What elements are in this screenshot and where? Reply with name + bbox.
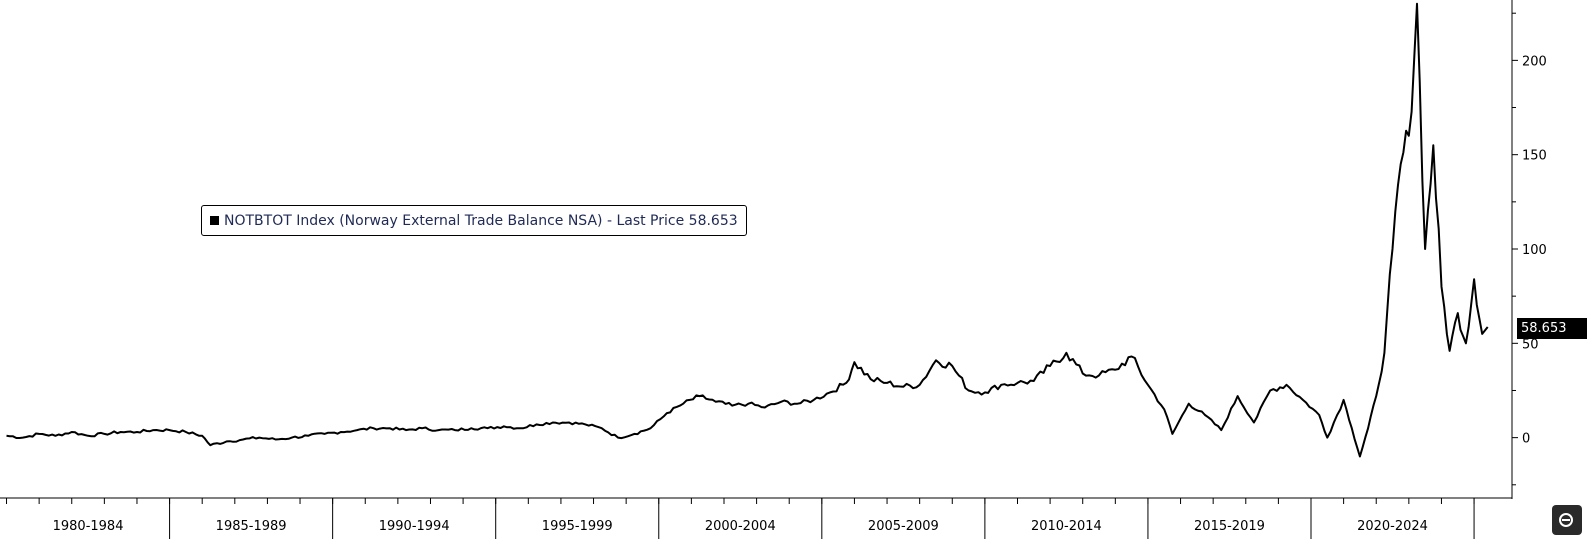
y-tick-label: 150: [1522, 149, 1547, 164]
y-tick-label: 0: [1522, 432, 1530, 447]
zoom-out-icon[interactable]: [1552, 505, 1582, 535]
x-tick-label: 1995-1999: [542, 519, 613, 534]
y-tick-label: 100: [1522, 243, 1547, 258]
legend-label: NOTBTOT Index (Norway External Trade Bal…: [224, 212, 738, 229]
chart-legend: NOTBTOT Index (Norway External Trade Bal…: [201, 205, 747, 236]
legend-swatch: [210, 216, 219, 225]
y-tick-label: 50: [1522, 337, 1539, 352]
x-tick-label: 1990-1994: [379, 519, 450, 534]
y-tick-label: 200: [1522, 54, 1547, 69]
last-price-tag: 58.653: [1517, 318, 1587, 339]
x-tick-label: 1985-1989: [216, 519, 287, 534]
series-line: [6, 2, 1489, 458]
x-tick-label: 2020-2024: [1357, 519, 1428, 534]
x-tick-label: 2005-2009: [868, 519, 939, 534]
x-tick-label: 2000-2004: [705, 519, 776, 534]
x-tick-label: 1980-1984: [53, 519, 124, 534]
x-tick-label: 2015-2019: [1194, 519, 1265, 534]
x-tick-label: 2010-2014: [1031, 519, 1102, 534]
